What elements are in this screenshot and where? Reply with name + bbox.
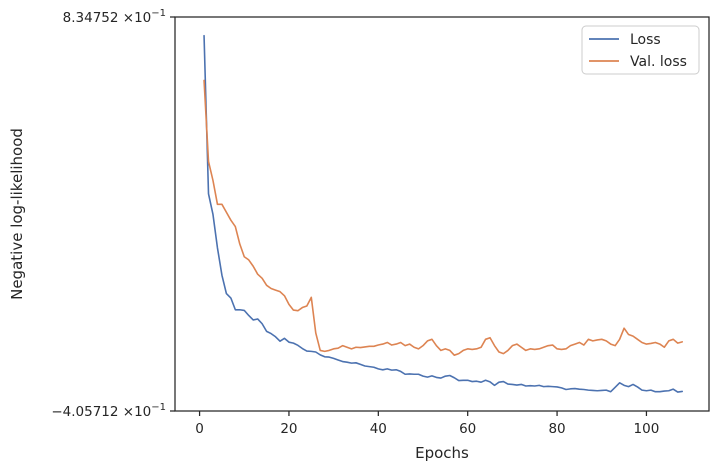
x-tick-label: 40	[370, 421, 387, 437]
x-tick-label: 100	[634, 421, 660, 437]
x-tick-label: 60	[459, 421, 476, 437]
axes-frame	[174, 16, 710, 412]
y-axis-label: Negative log-likelihood	[8, 128, 26, 300]
x-axis: 0 20 40 60 80 100	[195, 411, 659, 437]
x-tick-label: 80	[548, 421, 565, 437]
y-tick-label: 8.34752 ×10−1	[63, 8, 166, 26]
y-tick-label: −4.05712 ×10−1	[51, 402, 166, 420]
y-axis: −4.05712 ×10−1 8.34752 ×10−1	[51, 8, 175, 420]
plot-area	[175, 17, 709, 411]
series-lines	[203, 34, 683, 393]
legend-box	[581, 25, 700, 75]
series-line-0	[203, 34, 683, 393]
x-tick-label: 0	[195, 421, 204, 437]
legend-label: Val. loss	[630, 54, 687, 70]
x-axis-label: Epochs	[415, 444, 469, 462]
legend[interactable]: Loss Val. loss	[581, 25, 700, 75]
x-tick-label: 20	[280, 421, 297, 437]
legend-label: Loss	[630, 32, 661, 48]
series-line-1	[203, 79, 683, 356]
